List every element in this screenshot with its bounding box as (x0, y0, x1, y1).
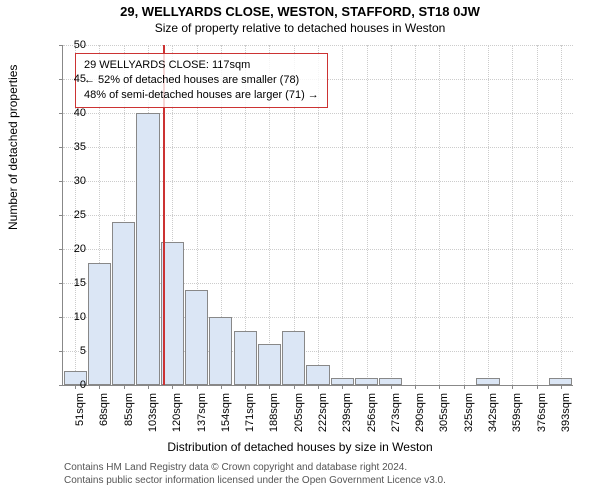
grid-line-v (488, 45, 489, 385)
bar (282, 331, 305, 385)
x-tick: 305sqm (438, 393, 450, 443)
y-tick: 25 (62, 209, 86, 221)
y-tick: 45 (62, 73, 86, 85)
y-tick: 10 (62, 311, 86, 323)
grid-line-v (512, 45, 513, 385)
plot-area: 29 WELLYARDS CLOSE: 117sqm← 52% of detac… (62, 45, 573, 386)
y-tick: 5 (62, 345, 86, 357)
footer-line-1: Contains HM Land Registry data © Crown c… (64, 462, 446, 475)
x-tick: 188sqm (268, 393, 280, 443)
y-tick: 50 (62, 39, 86, 51)
grid-line-v (342, 45, 343, 385)
bar (379, 378, 402, 385)
x-tick: 239sqm (341, 393, 353, 443)
bar (355, 378, 378, 385)
annotation-line: ← 52% of detached houses are smaller (78… (84, 73, 319, 88)
x-tick: 359sqm (511, 393, 523, 443)
grid-line-v (391, 45, 392, 385)
chart-subtitle: Size of property relative to detached ho… (0, 19, 600, 35)
bar (112, 222, 135, 385)
grid-line-v (561, 45, 562, 385)
x-tick: 376sqm (536, 393, 548, 443)
grid-line-v (537, 45, 538, 385)
chart-container: 29, WELLYARDS CLOSE, WESTON, STAFFORD, S… (0, 0, 600, 500)
x-tick: 222sqm (317, 393, 329, 443)
bar (209, 317, 232, 385)
chart-title: 29, WELLYARDS CLOSE, WESTON, STAFFORD, S… (0, 0, 600, 19)
x-tick: 120sqm (171, 393, 183, 443)
bar (306, 365, 329, 385)
bar (258, 344, 281, 385)
y-axis-label: Number of detached properties (6, 65, 20, 230)
bar (549, 378, 572, 385)
annotation-line: 48% of semi-detached houses are larger (… (84, 88, 319, 103)
bar (331, 378, 354, 385)
grid-line-v (464, 45, 465, 385)
y-tick: 20 (62, 243, 86, 255)
y-tick: 35 (62, 141, 86, 153)
bar (476, 378, 499, 385)
x-tick: 68sqm (98, 393, 110, 443)
grid-line-v (367, 45, 368, 385)
x-tick: 154sqm (220, 393, 232, 443)
x-tick: 103sqm (147, 393, 159, 443)
bar (234, 331, 257, 385)
x-tick: 256sqm (366, 393, 378, 443)
x-tick: 393sqm (560, 393, 572, 443)
y-tick: 0 (62, 379, 86, 391)
footer-line-2: Contains public sector information licen… (64, 475, 446, 488)
y-tick: 40 (62, 107, 86, 119)
x-tick: 273sqm (390, 393, 402, 443)
y-tick: 30 (62, 175, 86, 187)
annotation-box: 29 WELLYARDS CLOSE: 117sqm← 52% of detac… (75, 53, 328, 108)
x-tick: 51sqm (74, 393, 86, 443)
x-tick: 85sqm (123, 393, 135, 443)
x-tick: 290sqm (414, 393, 426, 443)
grid-line-v (415, 45, 416, 385)
y-tick: 15 (62, 277, 86, 289)
bar (88, 263, 111, 385)
x-axis-label: Distribution of detached houses by size … (0, 440, 600, 454)
x-tick: 325sqm (463, 393, 475, 443)
bar (136, 113, 159, 385)
x-tick: 205sqm (293, 393, 305, 443)
x-tick: 342sqm (487, 393, 499, 443)
x-tick: 137sqm (196, 393, 208, 443)
bar (185, 290, 208, 385)
grid-line-v (439, 45, 440, 385)
x-tick: 171sqm (244, 393, 256, 443)
annotation-line: 29 WELLYARDS CLOSE: 117sqm (84, 58, 319, 73)
footer-attribution: Contains HM Land Registry data © Crown c… (64, 462, 446, 487)
